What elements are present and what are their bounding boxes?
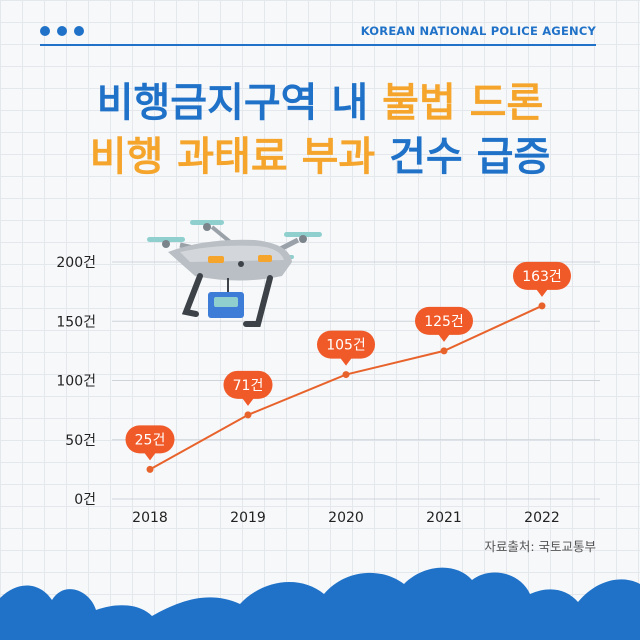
chart-gridlines bbox=[112, 261, 600, 500]
y-tick-label: 150건 bbox=[56, 314, 96, 330]
y-tick-label: 200건 bbox=[56, 255, 96, 271]
data-point bbox=[244, 411, 252, 419]
dot bbox=[57, 26, 67, 36]
title-line-1-part-a: 비행금지구역 내 bbox=[96, 80, 369, 126]
x-tick-label: 2018 bbox=[132, 510, 168, 526]
data-label-bubble: 25건 bbox=[125, 425, 175, 461]
y-tick-label: 100건 bbox=[56, 374, 96, 390]
x-tick-label: 2022 bbox=[524, 510, 560, 526]
data-label-bubble: 125건 bbox=[415, 306, 473, 342]
title-line-2-part-a: 비행 과태료 부과 bbox=[89, 134, 376, 180]
data-label: 25건 bbox=[135, 432, 166, 448]
y-axis-labels: 0건 50건 100건 150건 200건 bbox=[56, 255, 96, 508]
series-line bbox=[149, 304, 543, 471]
title-line-1-part-b: 불법 드론 bbox=[382, 80, 544, 126]
data-label-bubble: 163건 bbox=[513, 261, 571, 297]
x-tick-label: 2019 bbox=[230, 510, 266, 526]
data-label-bubble: 71건 bbox=[223, 370, 273, 406]
dot bbox=[40, 26, 50, 36]
data-point bbox=[342, 371, 350, 379]
x-tick-label: 2020 bbox=[328, 510, 364, 526]
title-line-1: 비행금지구역 내 불법 드론 bbox=[0, 70, 640, 128]
data-point bbox=[440, 347, 448, 355]
y-tick-label: 50건 bbox=[65, 433, 96, 449]
drone-illustration-icon bbox=[147, 220, 322, 327]
agency-name: KOREAN NATIONAL POLICE AGENCY bbox=[360, 24, 596, 38]
data-label: 105건 bbox=[326, 338, 366, 354]
data-point bbox=[146, 465, 154, 473]
data-label: 125건 bbox=[424, 314, 464, 330]
source-note: 자료출처: 국토교통부 bbox=[484, 539, 596, 554]
dot bbox=[74, 26, 84, 36]
x-axis-labels: 2018 2019 2020 2021 2022 bbox=[132, 510, 560, 526]
title-line-2: 비행 과태료 부과 건수 급증 bbox=[0, 124, 640, 182]
wave-decoration bbox=[0, 567, 640, 640]
y-tick-label: 0건 bbox=[74, 492, 96, 508]
x-tick-label: 2021 bbox=[426, 510, 462, 526]
data-point bbox=[538, 302, 546, 310]
header-divider bbox=[40, 44, 596, 46]
title-line-2-part-b: 건수 급증 bbox=[389, 134, 551, 180]
data-label-bubble: 105건 bbox=[317, 330, 375, 366]
data-label: 71건 bbox=[233, 378, 264, 394]
menu-dots-icon bbox=[40, 26, 84, 36]
data-label: 163건 bbox=[522, 269, 562, 285]
